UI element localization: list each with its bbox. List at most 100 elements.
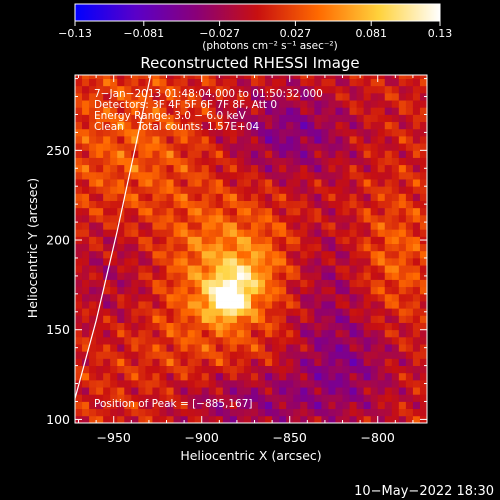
heatmap-cell (173, 214, 181, 223)
heatmap-cell (363, 143, 372, 151)
heatmap-cell (159, 164, 167, 173)
heatmap-cell (321, 358, 329, 366)
heatmap-cell (96, 365, 104, 374)
heatmap-cell (131, 379, 139, 388)
heatmap-cell (279, 257, 287, 266)
heatmap-cell (194, 186, 203, 194)
heatmap-cell (405, 257, 414, 266)
heatmap-cell (279, 179, 287, 187)
heatmap-cell (307, 293, 315, 302)
heatmap-cell (258, 171, 266, 180)
heatmap-cell (145, 265, 153, 273)
heatmap-cell (75, 286, 83, 295)
heatmap-cell (152, 143, 160, 151)
heatmap-cell (180, 229, 189, 237)
heatmap-cell (166, 279, 174, 288)
heatmap-cell (356, 315, 365, 323)
heatmap-cell (307, 372, 315, 381)
heatmap-cell (152, 401, 160, 410)
heatmap-cell (286, 243, 294, 252)
heatmap-cell (279, 229, 287, 237)
heatmap-cell (229, 243, 238, 252)
heatmap-cell (243, 207, 252, 216)
heatmap-cell (236, 351, 245, 359)
colorbar-tick-label: 0.081 (355, 27, 387, 40)
heatmap-cell (384, 207, 393, 216)
heatmap-cell (152, 415, 160, 423)
heatmap-cell (138, 157, 146, 166)
heatmap-cell (412, 179, 421, 187)
heatmap-cell (152, 78, 160, 87)
heatmap-cell (377, 179, 386, 187)
heatmap-cell (159, 135, 167, 144)
heatmap-cell (349, 214, 357, 223)
heatmap-cell (391, 272, 400, 280)
heatmap-cell (75, 200, 83, 209)
heatmap-cell (124, 193, 132, 201)
heatmap-cell (391, 322, 400, 331)
heatmap-cell (243, 387, 252, 395)
heatmap-cell (236, 200, 245, 209)
heatmap-cell (243, 179, 252, 187)
heatmap-cell (405, 336, 414, 345)
heatmap-cell (251, 272, 259, 280)
heatmap-cell (117, 408, 125, 417)
heatmap-cell (405, 207, 414, 216)
heatmap-cell (243, 114, 252, 123)
heatmap-cell (166, 143, 174, 151)
heatmap-cell (215, 128, 224, 137)
heatmap-cell (405, 100, 414, 108)
heatmap-cell (251, 214, 259, 223)
heatmap-cell (222, 75, 231, 79)
heatmap-cell (258, 372, 266, 381)
heatmap-cell (187, 286, 196, 295)
heatmap-cell (110, 171, 118, 180)
heatmap-cell (194, 301, 203, 309)
heatmap-cell (335, 107, 343, 115)
heatmap-cell (419, 214, 427, 223)
heatmap-cell (82, 308, 90, 316)
heatmap-cell (384, 135, 393, 144)
heatmap-cell (159, 372, 167, 381)
heatmap-cell (75, 308, 83, 316)
heatmap-cell (222, 401, 231, 410)
heatmap-cell (314, 143, 322, 151)
heatmap-cell (265, 150, 273, 158)
heatmap-cell (419, 107, 427, 115)
heatmap-cell (342, 121, 350, 130)
heatmap-cell (265, 85, 273, 94)
heatmap-cell (152, 329, 160, 338)
heatmap-cell (391, 351, 400, 359)
heatmap-cell (173, 157, 181, 166)
heatmap-cell (110, 344, 118, 352)
heatmap-cell (173, 186, 181, 194)
heatmap-cell (131, 200, 139, 209)
heatmap-cell (138, 207, 146, 216)
heatmap-cell (293, 265, 301, 273)
heatmap-cell (314, 100, 322, 108)
heatmap-cell (96, 257, 104, 266)
heatmap-cell (187, 157, 196, 166)
heatmap-cell (75, 301, 83, 309)
heatmap-cell (349, 394, 357, 402)
heatmap-cell (110, 229, 118, 237)
heatmap-cell (356, 236, 365, 245)
heatmap-cell (117, 387, 125, 395)
heatmap-cell (187, 408, 196, 417)
heatmap-cell (124, 75, 132, 79)
heatmap-cell (131, 315, 139, 323)
heatmap-cell (229, 379, 238, 388)
heatmap-cell (328, 143, 336, 151)
heatmap-cell (173, 308, 181, 316)
annotation-block: 7−Jan−2013 01:48:04.000 to 01:50:32.000 … (94, 88, 323, 410)
heatmap-cell (215, 157, 224, 166)
heatmap-cell (286, 121, 294, 130)
heatmap-cell (405, 222, 414, 230)
heatmap-cell (243, 336, 252, 345)
heatmap-cell (96, 394, 104, 402)
heatmap-cell (117, 315, 125, 323)
heatmap-cell (180, 265, 189, 273)
heatmap-cell (307, 286, 315, 295)
heatmap-cell (398, 164, 407, 173)
heatmap-cell (243, 78, 252, 87)
